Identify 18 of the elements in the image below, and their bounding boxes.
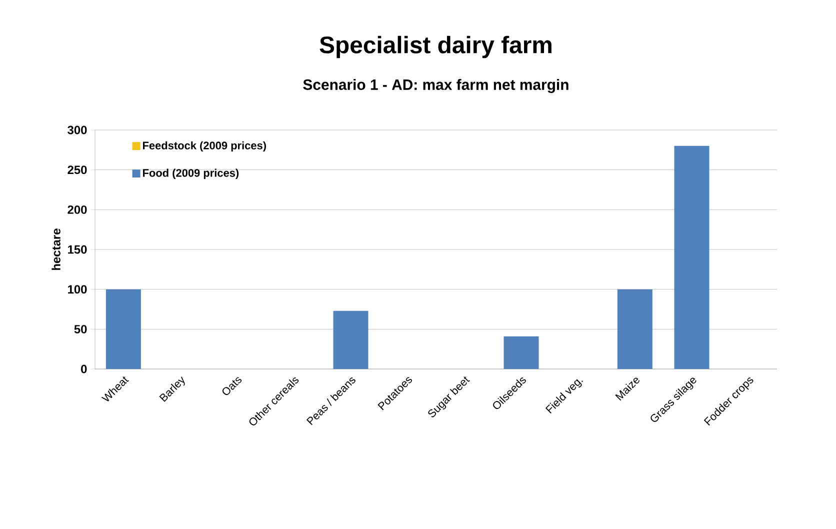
x-tick-label: Oats xyxy=(222,377,242,395)
bar xyxy=(617,289,652,369)
legend-label: Feedstock (2009 prices) xyxy=(143,141,266,152)
bar xyxy=(106,289,141,369)
bar xyxy=(504,336,539,369)
chart-subtitle: Scenario 1 - AD: max farm net margin xyxy=(303,79,568,93)
chart-title: Specialist dairy farm xyxy=(320,36,552,58)
y-tick-label: 0 xyxy=(81,364,87,374)
y-tick-label: 300 xyxy=(68,126,87,134)
bar xyxy=(674,146,710,369)
legend-label: Food (2009 prices) xyxy=(143,168,239,179)
y-tick-label: 100 xyxy=(68,285,87,294)
y-tick-label: 250 xyxy=(68,166,87,174)
y-tick-label: 50 xyxy=(74,324,87,334)
y-tick-label: 150 xyxy=(68,245,87,254)
y-tick-label: 200 xyxy=(68,205,87,214)
y-axis-title: hectare xyxy=(52,228,60,270)
bar xyxy=(333,310,368,369)
